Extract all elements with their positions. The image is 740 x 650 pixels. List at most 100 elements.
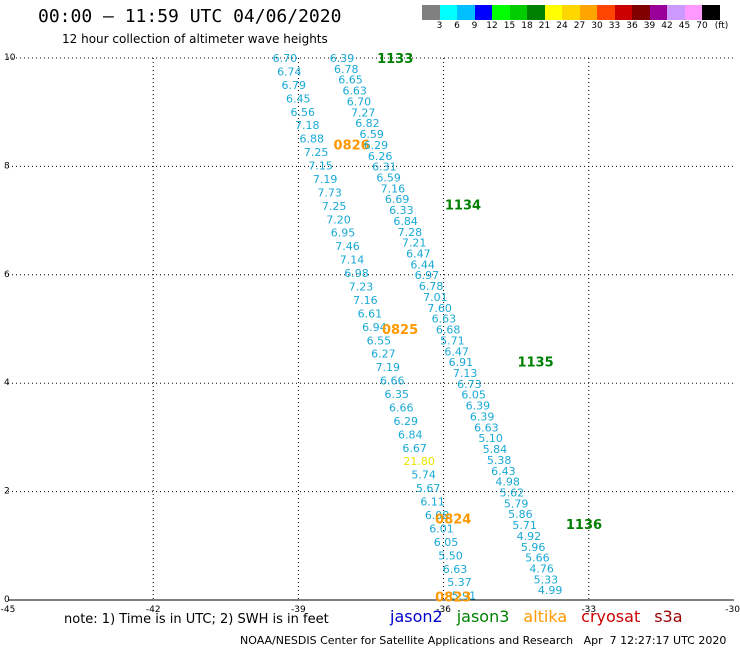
wave-height-value: 5.79: [504, 497, 529, 510]
time-label: 0826: [334, 139, 370, 154]
wave-height-value: 21.80: [403, 455, 435, 468]
color-scale-label: 9: [471, 21, 478, 31]
time-label: 1136: [566, 518, 602, 533]
color-swatch: [544, 5, 562, 20]
wave-height-value: 6.39: [470, 410, 495, 423]
wave-height-value: 4.92: [517, 530, 542, 543]
wave-height-value: 6.27: [371, 348, 396, 361]
color-scale-bar: [422, 5, 720, 20]
color-swatch: [632, 5, 650, 20]
wave-height-value: 5.96: [521, 541, 546, 554]
wave-height-value: 6.29: [393, 415, 418, 428]
wave-height-value: 6.01: [429, 522, 454, 535]
chart-subtitle: 12 hour collection of altimeter wave hei…: [62, 32, 328, 46]
wave-height-value: 6.11: [420, 496, 445, 509]
color-swatch: [597, 5, 615, 20]
wave-height-value: 6.55: [367, 334, 392, 347]
wave-height-value: 6.84: [398, 428, 423, 441]
legend-item-jason3: jason3: [456, 607, 510, 626]
wave-height-value: 7.60: [427, 302, 452, 315]
x-tick-label: -39: [291, 605, 306, 615]
wave-height-value: 6.63: [342, 85, 367, 98]
color-swatch: [509, 5, 527, 20]
time-label: 1134: [445, 198, 481, 213]
y-tick-label: 6: [4, 270, 10, 280]
wave-height-value: 6.47: [406, 248, 431, 261]
color-scale-label: 6: [454, 21, 460, 31]
wave-height-value: 5.91: [452, 590, 477, 603]
y-tick-label: 2: [4, 487, 10, 497]
color-swatch: [527, 5, 545, 20]
wave-height-value: 7.21: [402, 237, 427, 250]
color-swatch: [649, 5, 667, 20]
x-tick-label: -33: [581, 605, 596, 615]
color-scale-label: 12: [486, 21, 498, 31]
wave-height-value: 6.84: [393, 215, 418, 228]
chart-title: 00:00 – 11:59 UTC 04/06/2020: [38, 6, 342, 27]
wave-height-value: 6.63: [474, 421, 499, 434]
x-tick-label: -45: [1, 605, 16, 615]
wave-height-value: 6.73: [457, 378, 482, 391]
wave-height-value: 6.66: [380, 375, 405, 388]
wave-height-value: 5.86: [508, 508, 533, 521]
wave-height-value: 5.37: [447, 576, 472, 589]
wave-height-value: 7.01: [423, 291, 448, 304]
color-swatch: [614, 5, 632, 20]
wave-height-value: 4.99: [538, 584, 563, 597]
color-swatch: [684, 5, 702, 20]
wave-height-value: 6.44: [410, 258, 435, 271]
wave-height-value: 5.84: [483, 443, 508, 456]
color-swatch: [457, 5, 475, 20]
color-swatch: [492, 5, 510, 20]
wave-height-value: 6.70: [273, 52, 298, 65]
wave-height-value: 6.68: [436, 324, 461, 337]
color-scale-label: 36: [626, 21, 638, 31]
color-swatch: [439, 5, 457, 20]
wave-height-value: 7.25: [322, 200, 347, 213]
wave-height-value: 6.35: [385, 388, 410, 401]
wave-height-value: 6.08: [425, 509, 450, 522]
wave-height-value: 6.39: [466, 400, 491, 413]
legend-item-altika: altika: [523, 607, 568, 626]
wave-height-value: 6.97: [415, 269, 440, 282]
wave-height-value: 7.73: [317, 186, 342, 199]
color-scale-label: 15: [503, 21, 516, 31]
wave-height-value: 5.10: [478, 432, 503, 445]
color-scale-label: 70: [696, 21, 708, 31]
x-tick-label: -42: [146, 605, 161, 615]
wave-height-value: 7.16: [381, 182, 406, 195]
wave-height-value: 6.39: [330, 52, 355, 65]
wave-height-value: 7.19: [376, 361, 401, 374]
color-scale-label: 33: [608, 21, 621, 31]
legend-item-jason2: jason2: [390, 607, 443, 626]
time-label: 1135: [517, 356, 553, 371]
wave-height-value: 6.31: [372, 161, 397, 174]
wave-height-value: 6.56: [291, 106, 316, 119]
wave-height-value: 6.29: [364, 139, 389, 152]
color-swatch: [702, 5, 720, 20]
y-tick-label: 4: [4, 378, 10, 388]
wave-height-value: 5.66: [525, 552, 550, 565]
wave-height-value: 5.71: [440, 334, 465, 347]
wave-height-value: 7.16: [353, 294, 378, 307]
time-label: 1133: [377, 52, 413, 67]
color-scale-label: 39: [643, 21, 656, 31]
wave-height-value: 5.50: [438, 549, 463, 562]
y-tick-label: 10: [4, 53, 16, 63]
wave-height-value: 6.95: [331, 227, 356, 240]
time-label: 0825: [382, 323, 418, 338]
wave-height-value: 7.27: [351, 106, 376, 119]
tick-labels: -45 -42 -39 -36 -33 -30 0 2 4 6 8 10: [1, 53, 740, 615]
color-scale-label: 42: [661, 21, 673, 31]
color-scale-unit: (ft): [714, 21, 729, 31]
color-scale-label: 27: [573, 21, 586, 31]
wave-height-value: 7.13: [453, 367, 478, 380]
wave-height-value: 7.23: [349, 281, 374, 294]
satellite-legend: jason2 jason3 altika cryosat s3a: [390, 607, 697, 626]
color-swatch: [562, 5, 580, 20]
wave-height-value: 6.61: [358, 307, 383, 320]
wave-height-value: 6.94: [362, 321, 387, 334]
legend-item-cryosat: cryosat: [581, 607, 641, 626]
wave-height-value: 5.71: [512, 519, 537, 532]
data-marks: 6.706.746.796.456.567.186.887.257.157.19…: [273, 52, 602, 606]
